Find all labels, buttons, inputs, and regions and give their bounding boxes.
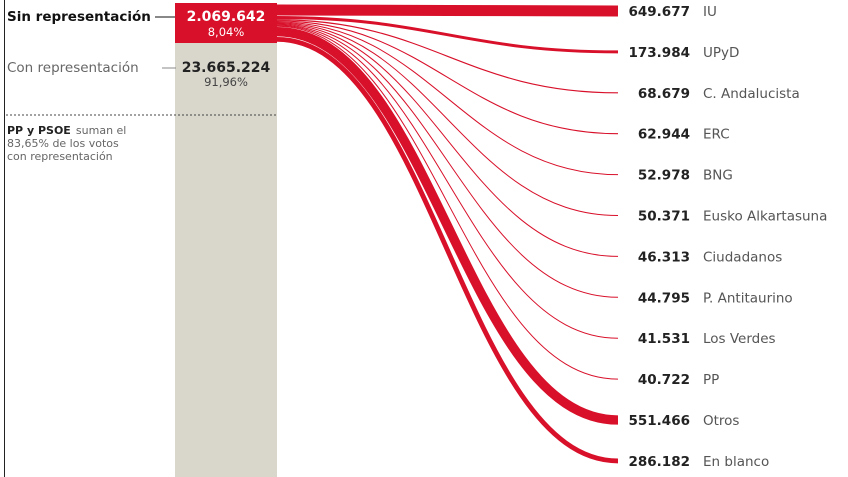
party-value: 173.984 <box>629 45 691 61</box>
flow-11 <box>276 27 619 425</box>
party-value: 50.371 <box>638 209 690 225</box>
party-value: 68.679 <box>638 86 690 102</box>
flow-2 <box>276 16 619 54</box>
party-name: PP <box>703 372 719 388</box>
con-representacion-percent: 91,96% <box>204 75 248 89</box>
party-name: En blanco <box>703 454 769 470</box>
party-name: BNG <box>703 168 733 184</box>
sin-representacion-percent: 8,04% <box>208 25 245 39</box>
party-name: UPyD <box>703 45 739 61</box>
flow-10 <box>276 25 619 380</box>
party-value: 286.182 <box>629 454 691 470</box>
party-value: 551.466 <box>629 413 691 429</box>
flow-9 <box>276 24 619 339</box>
note-bold: PP y PSOE <box>7 124 71 137</box>
flow-3 <box>276 19 619 94</box>
sin-representacion-label: Sin representación <box>7 9 151 25</box>
party-name: P. Antitaurino <box>703 290 793 306</box>
party-name: Otros <box>703 413 739 429</box>
con-representacion-label: Con representación <box>7 60 139 76</box>
flow-1 <box>276 4 619 17</box>
party-name: C. Andalucista <box>703 86 800 102</box>
party-value: 41.531 <box>638 331 690 347</box>
party-name: Los Verdes <box>703 331 776 347</box>
party-value: 649.677 <box>629 4 691 20</box>
con-representacion-bar <box>175 42 277 477</box>
party-name: ERC <box>703 127 730 143</box>
flow-lines <box>276 4 619 464</box>
flow-6 <box>276 22 619 216</box>
party-value: 44.795 <box>638 290 690 306</box>
party-name: Eusko Alkartasuna <box>703 209 827 225</box>
flow-7 <box>276 23 619 257</box>
note-text-1: suman el <box>76 124 126 137</box>
flow-5 <box>276 21 619 176</box>
note-line-1: PP y PSOE suman el <box>7 119 126 138</box>
flow-12 <box>276 36 619 464</box>
party-value: 46.313 <box>638 249 690 265</box>
note-line-2: 83,65% de los votos <box>7 137 119 150</box>
party-value: 52.978 <box>638 168 690 184</box>
party-value: 40.722 <box>638 372 690 388</box>
sin-representacion-value: 2.069.642 <box>187 9 266 25</box>
party-name: IU <box>703 4 717 20</box>
flow-4 <box>276 20 619 135</box>
party-value: 62.944 <box>638 127 690 143</box>
party-name: Ciudadanos <box>703 249 782 265</box>
sin-representacion-box <box>175 3 277 43</box>
party-labels: 649.677 IU 173.984 UPyD 68.679 C. Andalucista… <box>629 4 828 470</box>
note-line-3: con representación <box>7 150 113 163</box>
flow-8 <box>276 24 619 298</box>
con-representacion-value: 23.665.224 <box>182 60 271 76</box>
